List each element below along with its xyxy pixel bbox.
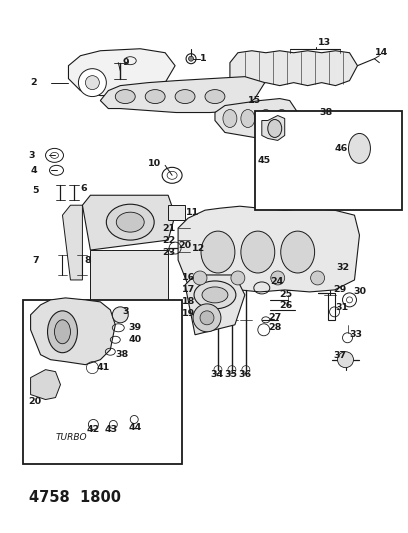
- Polygon shape: [31, 370, 60, 400]
- Ellipse shape: [205, 90, 225, 103]
- Polygon shape: [178, 206, 359, 292]
- Text: 38: 38: [319, 108, 333, 117]
- Text: 15: 15: [248, 96, 261, 105]
- Polygon shape: [230, 51, 357, 86]
- Ellipse shape: [202, 287, 228, 303]
- Circle shape: [200, 311, 214, 325]
- Text: 4758  1800: 4758 1800: [29, 490, 121, 505]
- Text: 5: 5: [33, 186, 39, 195]
- Polygon shape: [31, 298, 115, 365]
- Circle shape: [231, 271, 245, 285]
- Text: 30: 30: [353, 287, 366, 296]
- Ellipse shape: [201, 231, 235, 273]
- Text: 7: 7: [33, 255, 39, 264]
- Ellipse shape: [48, 311, 78, 353]
- Text: 41: 41: [96, 363, 110, 372]
- Text: 45: 45: [258, 156, 271, 165]
- Text: 32: 32: [337, 263, 350, 272]
- Text: TURBO: TURBO: [55, 433, 87, 442]
- Text: 21: 21: [162, 224, 175, 232]
- Polygon shape: [168, 205, 185, 220]
- Ellipse shape: [241, 231, 275, 273]
- Text: 12: 12: [192, 244, 205, 253]
- Ellipse shape: [223, 110, 237, 127]
- Polygon shape: [91, 250, 168, 310]
- Ellipse shape: [106, 204, 154, 240]
- Text: 29: 29: [334, 285, 347, 294]
- Text: 23: 23: [162, 247, 175, 256]
- Text: 26: 26: [280, 301, 293, 310]
- Circle shape: [310, 271, 325, 285]
- Text: 44: 44: [128, 423, 142, 432]
- Bar: [255, 110, 402, 210]
- Circle shape: [271, 271, 285, 285]
- Ellipse shape: [348, 133, 370, 163]
- Text: 19: 19: [182, 309, 195, 318]
- Text: 22: 22: [162, 236, 175, 245]
- Text: 34: 34: [210, 370, 223, 379]
- Circle shape: [78, 69, 106, 96]
- Text: 35: 35: [224, 370, 237, 379]
- Text: 24: 24: [270, 278, 283, 286]
- Bar: [22, 300, 182, 464]
- Text: 14: 14: [375, 48, 389, 57]
- Text: 3: 3: [122, 308, 129, 317]
- Polygon shape: [82, 195, 175, 250]
- Text: 13: 13: [317, 38, 331, 47]
- Text: 39: 39: [128, 324, 142, 332]
- Text: 31: 31: [335, 303, 349, 312]
- Ellipse shape: [259, 110, 273, 127]
- Text: 28: 28: [268, 324, 281, 332]
- Ellipse shape: [275, 110, 289, 127]
- Text: 16: 16: [182, 273, 195, 282]
- Text: 4: 4: [31, 166, 37, 175]
- Text: 43: 43: [104, 425, 118, 434]
- Text: 2: 2: [31, 78, 37, 87]
- Circle shape: [337, 352, 353, 368]
- Polygon shape: [215, 99, 299, 139]
- Ellipse shape: [241, 110, 255, 127]
- Circle shape: [193, 271, 207, 285]
- Ellipse shape: [145, 90, 165, 103]
- Text: 38: 38: [115, 350, 129, 359]
- Ellipse shape: [268, 119, 282, 138]
- Text: 36: 36: [238, 370, 251, 379]
- Circle shape: [85, 76, 100, 90]
- Text: 11: 11: [186, 208, 200, 217]
- Polygon shape: [100, 77, 265, 112]
- Text: 10: 10: [148, 159, 161, 168]
- Ellipse shape: [116, 212, 144, 232]
- Ellipse shape: [55, 320, 71, 344]
- Circle shape: [188, 56, 193, 61]
- Text: 1: 1: [200, 54, 206, 63]
- Circle shape: [193, 304, 221, 332]
- Text: 42: 42: [86, 425, 100, 434]
- Text: 25: 25: [280, 290, 293, 300]
- Text: 9: 9: [122, 58, 129, 67]
- Text: 40: 40: [128, 335, 142, 344]
- Text: 37: 37: [334, 351, 347, 360]
- Ellipse shape: [194, 281, 236, 309]
- Text: 8: 8: [84, 255, 91, 264]
- Text: 20: 20: [178, 240, 191, 249]
- Ellipse shape: [281, 231, 315, 273]
- Text: 18: 18: [182, 297, 195, 306]
- Text: 6: 6: [80, 184, 87, 193]
- Circle shape: [112, 307, 128, 323]
- Polygon shape: [69, 49, 175, 95]
- Text: 3: 3: [29, 151, 35, 160]
- Ellipse shape: [175, 90, 195, 103]
- Polygon shape: [262, 116, 285, 140]
- Polygon shape: [185, 275, 245, 335]
- Text: 46: 46: [335, 144, 348, 153]
- Polygon shape: [62, 205, 82, 280]
- Ellipse shape: [115, 90, 135, 103]
- Text: 33: 33: [350, 330, 362, 340]
- Text: 17: 17: [182, 285, 195, 294]
- Text: 27: 27: [268, 313, 281, 322]
- Text: 20: 20: [29, 397, 42, 406]
